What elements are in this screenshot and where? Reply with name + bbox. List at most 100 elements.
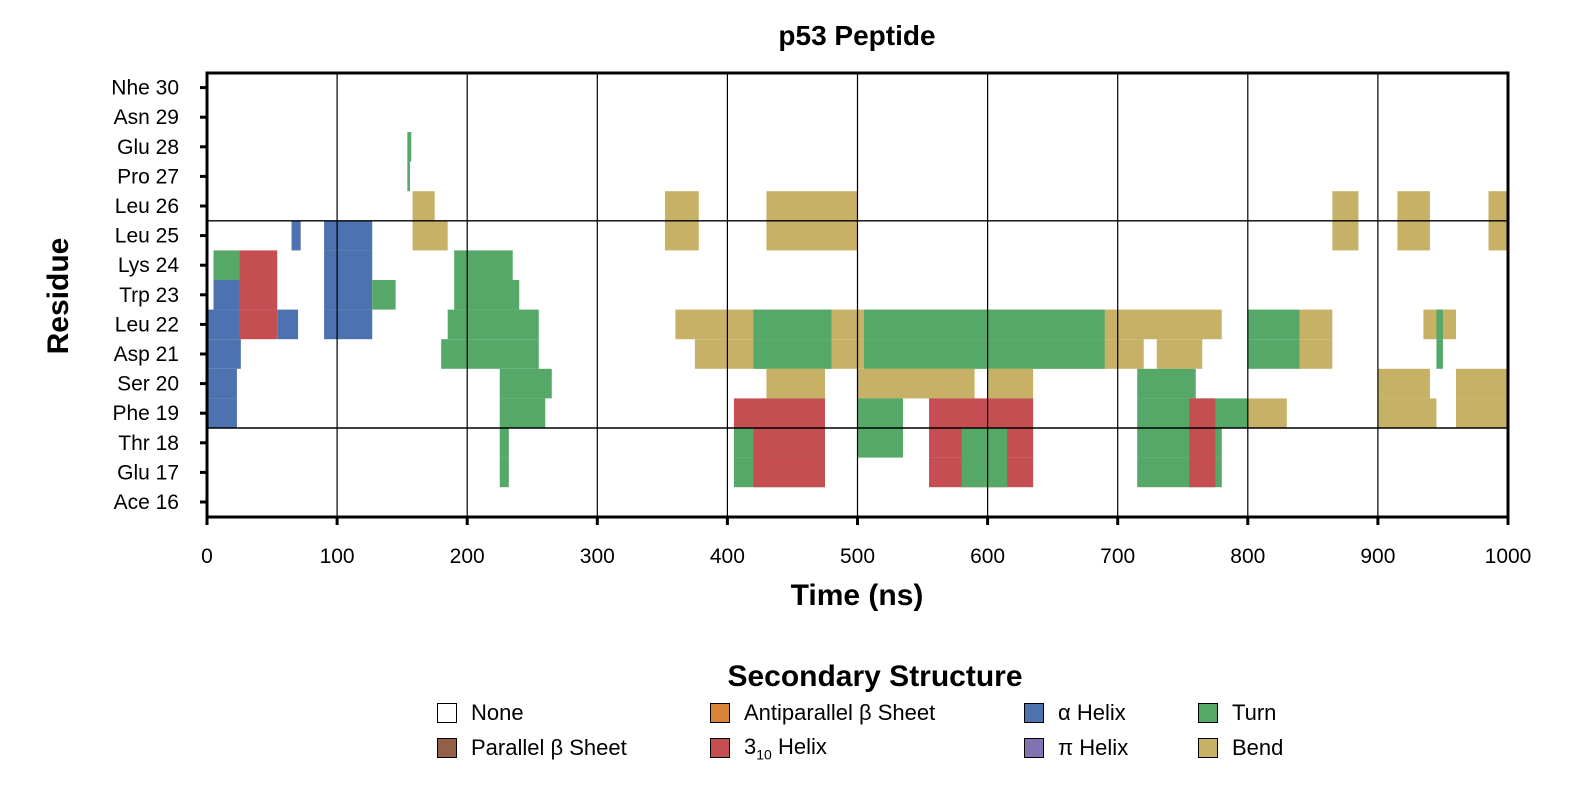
- segment-alpha: [213, 280, 240, 310]
- segment-alpha: [324, 220, 373, 251]
- segment-three10: [239, 309, 278, 340]
- secondary-structure-chart: p53 Peptide Ace 16 Glu 17 Thr 18 Phe 19 Ser …: [42, 20, 1532, 612]
- x-tick-label: 800: [1230, 545, 1265, 568]
- legend-swatch: [710, 703, 730, 723]
- chart-title: p53 Peptide: [778, 20, 935, 51]
- y-tick-label: Trp 23: [119, 284, 179, 307]
- segment-bend: [766, 191, 858, 221]
- segment-bend: [1455, 398, 1508, 428]
- y-tick-label: Thr 18: [118, 432, 179, 455]
- legend-item-turn: Turn: [1198, 700, 1276, 726]
- segment-bend: [1156, 339, 1203, 369]
- segment-turn: [499, 457, 509, 488]
- legend-item-bend: Bend: [1198, 735, 1283, 761]
- segment-alpha: [207, 368, 237, 399]
- segment-bend: [1488, 220, 1508, 251]
- segment-turn: [407, 132, 412, 162]
- segment-bend: [1377, 368, 1430, 399]
- plot-area: [205, 71, 1510, 519]
- legend-label: Bend: [1232, 735, 1284, 760]
- segment-bend: [1117, 309, 1222, 340]
- segment-alpha: [324, 250, 373, 280]
- segment-turn: [499, 428, 509, 458]
- segment-bend: [412, 220, 448, 251]
- segment-bend: [987, 368, 1034, 399]
- x-tick-label: 600: [970, 545, 1005, 568]
- legend-title: Secondary Structure: [727, 660, 1023, 693]
- segment-three10: [1189, 428, 1216, 458]
- legend-item-none: None: [437, 700, 524, 726]
- segment-bend: [1299, 339, 1333, 369]
- legend-item-parallel: Parallel β Sheet: [437, 735, 627, 761]
- segment-bend: [412, 191, 435, 221]
- segment-bend: [1332, 191, 1359, 221]
- x-tick-label: 700: [1100, 545, 1135, 568]
- segment-turn: [1247, 339, 1300, 369]
- segment-bend: [1117, 339, 1144, 369]
- legend-item-alpha: α Helix: [1024, 700, 1126, 726]
- segment-alpha: [207, 398, 237, 428]
- x-tick-label: 200: [450, 545, 485, 568]
- segment-bend: [664, 220, 699, 251]
- segment-three10: [1189, 398, 1216, 428]
- segment-bend: [1455, 368, 1508, 399]
- legend-label: None: [471, 700, 524, 725]
- legend-label: α Helix: [1058, 700, 1126, 725]
- x-tick-label: 400: [710, 545, 745, 568]
- y-tick-label: Phe 19: [112, 402, 179, 425]
- legend-swatch: [1024, 703, 1044, 723]
- y-tick-label: Lys 24: [118, 254, 179, 277]
- y-axis-label: Residue: [42, 238, 75, 355]
- legend-label: Parallel β Sheet: [471, 735, 627, 760]
- segment-turn: [499, 398, 546, 428]
- segment-turn: [961, 428, 1008, 458]
- y-tick-label: Ser 20: [117, 373, 179, 396]
- segment-alpha: [291, 220, 301, 251]
- segment-three10: [733, 398, 825, 428]
- segment-turn: [447, 309, 539, 340]
- segment-turn: [372, 280, 396, 310]
- segment-bend: [1332, 220, 1359, 251]
- legend-swatch: [1024, 738, 1044, 758]
- x-tick-label: 1000: [1485, 545, 1532, 568]
- segment-turn: [1137, 368, 1196, 399]
- legend-label: 310 Helix: [744, 733, 827, 763]
- segment-three10: [239, 280, 278, 310]
- legend-item-three10: 310 Helix: [710, 733, 827, 763]
- segment-turn: [753, 309, 832, 340]
- segment-three10: [753, 428, 825, 458]
- x-tick-label: 300: [580, 545, 615, 568]
- segment-bend: [664, 191, 699, 221]
- segment-turn: [454, 280, 520, 310]
- x-axis-label: Time (ns): [791, 579, 924, 612]
- segment-bend: [1397, 191, 1430, 221]
- x-tick-label: 100: [320, 545, 355, 568]
- segment-three10: [753, 457, 825, 488]
- y-tick-label: Ace 16: [114, 491, 179, 514]
- segment-alpha: [324, 309, 373, 340]
- y-tick-label: Glu 28: [117, 136, 179, 159]
- legend-swatch: [710, 738, 730, 758]
- y-tick-label: Glu 17: [117, 461, 179, 484]
- segment-turn: [441, 339, 539, 369]
- x-tick-label: 900: [1360, 545, 1395, 568]
- segment-turn: [499, 368, 552, 399]
- segment-alpha: [324, 280, 373, 310]
- legend-label: Antiparallel β Sheet: [744, 700, 936, 725]
- segment-bend: [1299, 309, 1333, 340]
- segment-turn: [213, 250, 240, 280]
- segment-turn: [1436, 309, 1443, 340]
- segment-bend: [1377, 398, 1437, 428]
- segment-alpha: [207, 339, 241, 369]
- segment-turn: [753, 339, 832, 369]
- legend-label: π Helix: [1058, 735, 1129, 760]
- y-tick-label: Pro 27: [117, 165, 179, 188]
- segment-turn: [1247, 309, 1300, 340]
- segment-turn: [454, 250, 513, 280]
- segment-turn: [857, 428, 904, 458]
- segment-bend: [1247, 398, 1287, 428]
- segment-three10: [239, 250, 278, 280]
- legend-swatch: [437, 703, 457, 723]
- legend-swatch: [1198, 703, 1218, 723]
- segment-turn: [857, 398, 904, 428]
